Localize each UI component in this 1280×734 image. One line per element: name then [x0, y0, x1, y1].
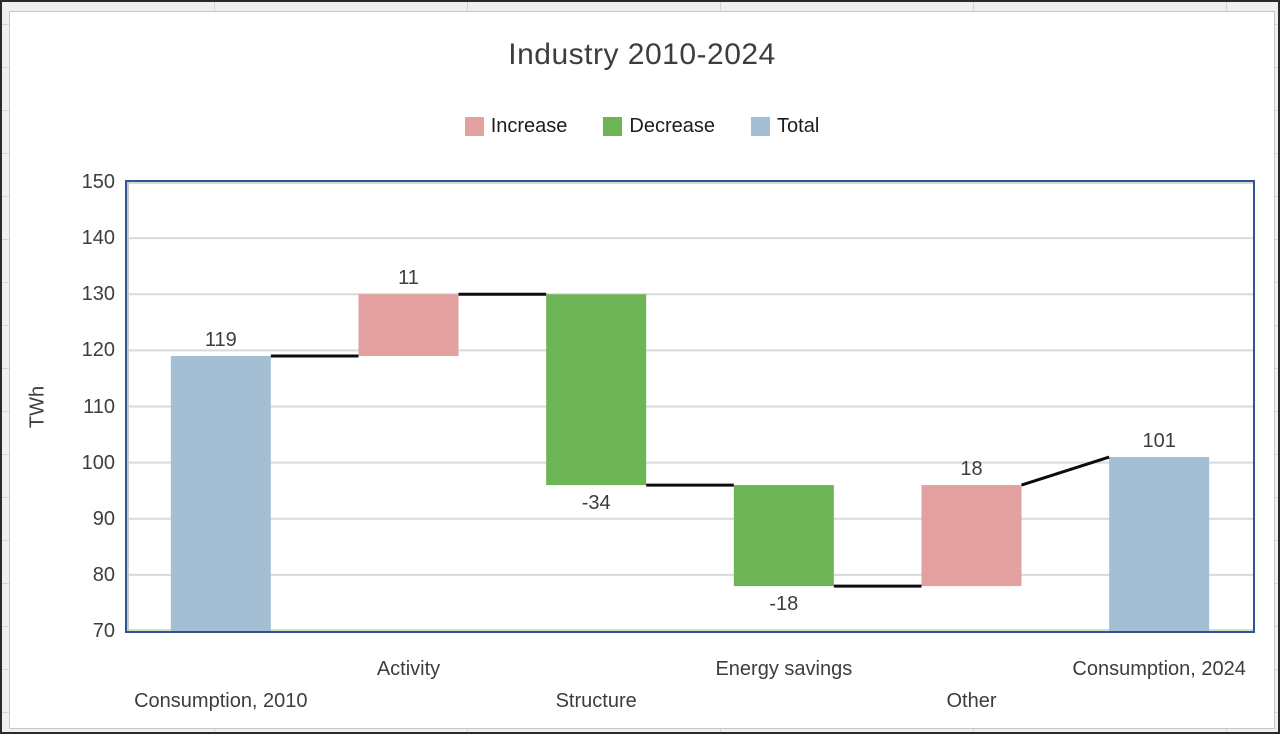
chart-object[interactable]: Industry 2010-2024 Increase Decrease Tot… — [9, 11, 1275, 729]
legend-item-total[interactable]: Total — [751, 115, 819, 138]
bar-value-label: 11 — [398, 267, 419, 290]
x-category-label: Consumption, 2024 — [1072, 658, 1246, 680]
y-tick-label: 110 — [83, 395, 115, 418]
y-tick-label: 70 — [92, 620, 115, 642]
bar-increase[interactable] — [358, 294, 459, 356]
x-category-label: Structure — [555, 690, 637, 712]
bar-decrease[interactable] — [733, 485, 834, 587]
y-tick-label: 140 — [81, 227, 115, 250]
bar-value-label: -18 — [769, 593, 799, 616]
x-category-label: Consumption, 2010 — [134, 690, 308, 712]
y-tick-label: 130 — [81, 283, 115, 306]
bar-total[interactable] — [170, 355, 271, 631]
bar-value-label: 18 — [960, 458, 983, 481]
bar-decrease[interactable] — [546, 294, 647, 486]
legend-label: Decrease — [629, 115, 716, 137]
plot-area — [125, 180, 1255, 633]
chart-legend: Increase Decrease Total — [10, 115, 1274, 138]
connector-line — [1021, 455, 1110, 487]
bar-value-label: 101 — [1142, 430, 1176, 452]
y-tick-label: 90 — [92, 507, 115, 530]
total-swatch-icon — [751, 117, 771, 136]
chart-title: Industry 2010-2024 — [508, 38, 776, 71]
waterfall-plot — [127, 182, 1253, 631]
y-tick-label: 150 — [81, 171, 115, 193]
legend-item-decrease[interactable]: Decrease — [603, 115, 715, 138]
y-tick-label: 100 — [81, 451, 115, 474]
bar-total[interactable] — [1109, 457, 1210, 631]
y-tick-label: 120 — [81, 339, 115, 362]
legend-label: Total — [777, 115, 820, 137]
decrease-swatch-icon — [603, 117, 623, 136]
increase-swatch-icon — [464, 117, 484, 136]
y-tick-label: 80 — [92, 563, 115, 586]
x-category-label: Activity — [376, 658, 441, 680]
legend-label: Increase — [490, 115, 568, 137]
legend-item-increase[interactable]: Increase — [464, 115, 568, 138]
bar-value-label: -34 — [581, 492, 611, 515]
bar-value-label: 119 — [204, 328, 237, 351]
x-category-label: Energy savings — [715, 658, 853, 680]
bar-increase[interactable] — [921, 485, 1022, 587]
x-category-label: Other — [946, 690, 997, 712]
